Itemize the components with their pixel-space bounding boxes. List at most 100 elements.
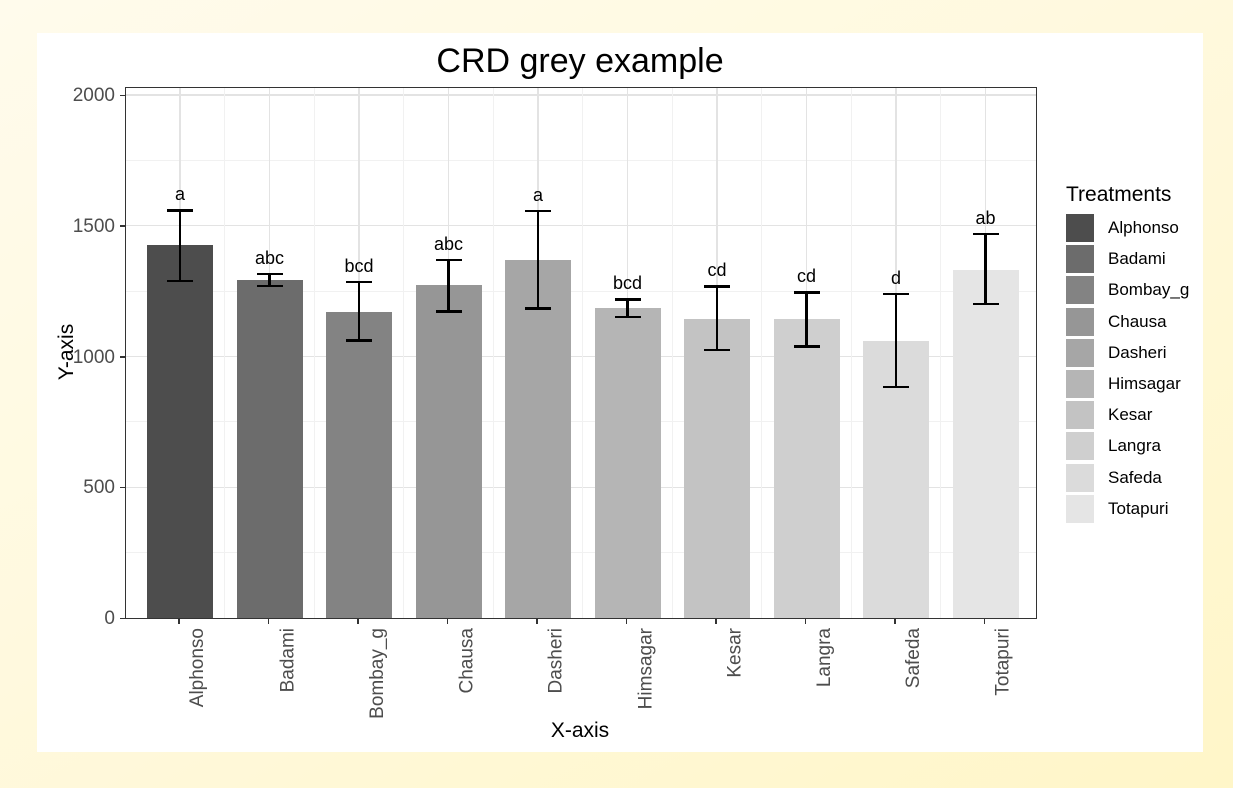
- legend-key-Totapuri: [1066, 494, 1094, 523]
- gridline-y-major: [126, 486, 1036, 488]
- legend-label-Himsagar: Himsagar: [1108, 374, 1181, 393]
- gridline-x-minor: [761, 88, 763, 618]
- x-tick-label-Totapuri: Totapuri: [993, 628, 1014, 696]
- y-tick-mark: [120, 617, 125, 620]
- errorbar-cap-bottom-Bombay_g: [346, 339, 372, 342]
- legend-label-Kesar: Kesar: [1108, 405, 1153, 425]
- legend-title: Treatments: [1066, 183, 1172, 206]
- errorbar-stem-Safeda: [894, 293, 898, 388]
- x-axis-title: X-axis: [550, 719, 610, 742]
- x-tick-label-Himsagar: Himsagar: [635, 628, 656, 710]
- bar-Badami: [236, 280, 303, 618]
- legend-label-Langra: Langra: [1108, 436, 1161, 456]
- errorbar-stem-Bombay_g: [357, 281, 361, 341]
- errorbar-cap-bottom-Dasheri: [525, 307, 551, 310]
- x-tick-mark: [357, 618, 359, 624]
- plot-panel: a abc bcd abc a bcd cd cd d ab: [125, 87, 1037, 619]
- errorbar-cap-bottom-Totapuri: [972, 302, 999, 306]
- x-tick-mark: [983, 618, 986, 624]
- x-tick-label-Langra: Langra: [814, 628, 835, 688]
- errorbar-cap-top-Bombay_g: [346, 280, 372, 284]
- errorbar-cap-top-Dasheri: [525, 209, 551, 213]
- errorbar-stem-Totapuri: [984, 233, 987, 305]
- gridline-x-minor: [224, 88, 226, 618]
- errorbar-cap-bottom-Alphonso: [167, 279, 193, 283]
- x-tick-mark: [178, 618, 180, 624]
- bar-Totapuri: [952, 269, 1019, 618]
- gridline-x-minor: [492, 88, 494, 618]
- bar-Himsagar: [594, 307, 661, 618]
- x-tick-label-Dasheri: Dasheri: [545, 628, 567, 694]
- legend-key-Safeda: [1066, 463, 1094, 492]
- legend-key-Bombay_g: [1066, 276, 1094, 305]
- gridline-x-minor: [403, 88, 405, 618]
- sig-letter-Chausa: abc: [433, 233, 464, 254]
- x-tick-mark: [267, 618, 270, 624]
- legend-label-Badami: Badami: [1108, 249, 1166, 269]
- chart-title: CRD grey example: [436, 42, 724, 80]
- bar-Bombay_g: [326, 311, 392, 618]
- gridline-y-minor: [126, 159, 1036, 161]
- x-tick-label-Alphonso: Alphonso: [187, 628, 209, 708]
- gridline-x-minor: [313, 88, 315, 618]
- errorbar-cap-bottom-Badami: [256, 284, 283, 288]
- errorbar-stem-Kesar: [715, 286, 719, 351]
- sig-letter-Himsagar: bcd: [612, 273, 643, 294]
- sig-letter-Langra: cd: [796, 266, 816, 287]
- errorbar-cap-top-Badami: [256, 272, 283, 276]
- sig-letter-Totapuri: ab: [975, 207, 996, 228]
- x-tick-mark: [536, 618, 538, 624]
- y-axis-title: Y-axis: [55, 323, 78, 381]
- sig-letter-Safeda: d: [890, 267, 901, 288]
- gridline-y-minor: [126, 552, 1036, 554]
- y-tick-mark: [120, 356, 125, 358]
- legend-key-Kesar: [1066, 401, 1094, 430]
- errorbar-cap-top-Langra: [793, 291, 820, 294]
- legend-label-Alphonso: Alphonso: [1108, 218, 1179, 237]
- legend-label-Safeda: Safeda: [1108, 467, 1162, 487]
- legend-key-Badami: [1066, 245, 1094, 274]
- errorbar-stem-Chausa: [447, 259, 450, 312]
- errorbar-cap-bottom-Kesar: [704, 348, 730, 352]
- y-tick-label: 500: [83, 477, 115, 499]
- gridline-x-minor: [671, 88, 673, 618]
- y-tick-label: 1000: [72, 346, 115, 368]
- x-tick-label-Chausa: Chausa: [456, 628, 477, 694]
- errorbar-cap-top-Totapuri: [972, 232, 999, 236]
- legend-label-Totapuri: Totapuri: [1108, 498, 1169, 518]
- x-tick-label-Kesar: Kesar: [724, 628, 746, 678]
- errorbar-stem-Dasheri: [536, 210, 540, 309]
- gridline-x-minor: [940, 88, 942, 618]
- legend-label-Chausa: Chausa: [1108, 311, 1167, 331]
- errorbar-cap-bottom-Langra: [793, 345, 820, 348]
- gridline-y-minor: [126, 290, 1036, 292]
- y-tick-mark: [120, 94, 125, 97]
- y-tick-label: 0: [104, 608, 115, 629]
- legend-key-Chausa: [1066, 307, 1094, 336]
- gridline-y-minor: [126, 421, 1036, 423]
- x-tick-mark: [804, 618, 807, 624]
- errorbar-cap-bottom-Himsagar: [614, 315, 641, 318]
- sig-letter-Alphonso: a: [174, 184, 185, 205]
- x-tick-mark: [894, 618, 896, 624]
- errorbar-cap-top-Safeda: [883, 292, 909, 296]
- y-tick-label: 1500: [72, 215, 115, 237]
- legend-key-Langra: [1066, 432, 1094, 461]
- y-tick-mark: [120, 486, 125, 489]
- y-tick-label: 2000: [72, 85, 115, 106]
- gridline-y-major: [126, 94, 1036, 96]
- gridline-x-minor: [582, 88, 584, 618]
- errorbar-stem-Himsagar: [626, 299, 629, 317]
- sig-letter-Badami: abc: [254, 247, 285, 268]
- x-tick-mark: [446, 618, 449, 624]
- bar-Langra: [773, 319, 840, 618]
- y-tick-mark: [120, 225, 125, 227]
- bar-Dasheri: [505, 260, 571, 618]
- errorbar-stem-Alphonso: [178, 210, 182, 282]
- sig-letter-Dasheri: a: [532, 184, 543, 205]
- x-tick-mark: [625, 618, 628, 624]
- gridline-y-major: [126, 355, 1036, 358]
- sig-letter-Kesar: cd: [707, 260, 727, 281]
- errorbar-stem-Langra: [805, 292, 808, 347]
